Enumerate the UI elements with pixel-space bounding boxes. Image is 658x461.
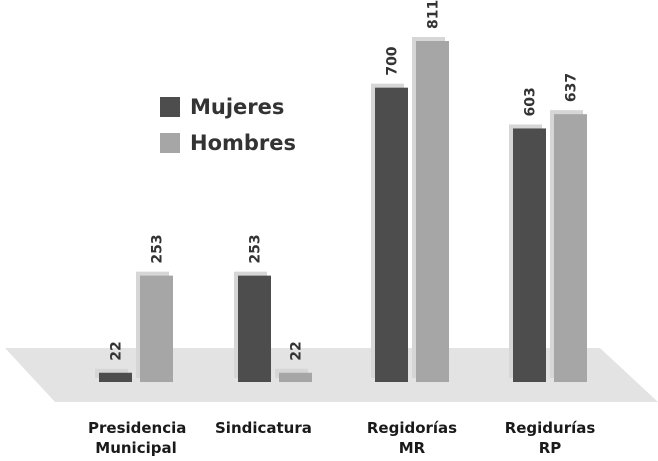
bar — [238, 275, 271, 382]
value-label: 603 — [523, 87, 539, 116]
value-label: 253 — [150, 234, 166, 263]
bar — [140, 275, 173, 382]
value-label: 811 — [426, 0, 442, 29]
bar — [99, 372, 132, 382]
x-tick-label: Presidencia Municipal — [88, 419, 187, 457]
bar — [513, 128, 546, 382]
value-label: 22 — [109, 341, 125, 360]
value-label: 22 — [289, 341, 305, 360]
bar — [554, 114, 587, 382]
x-tick-label: Sindicatura — [215, 419, 312, 437]
legend-label: Mujeres — [190, 95, 284, 119]
value-label: 637 — [564, 73, 580, 102]
bar — [416, 41, 449, 382]
value-label: 700 — [385, 46, 401, 75]
legend-label: Hombres — [190, 131, 296, 155]
x-tick-label: Regidorías MR — [366, 419, 458, 457]
legend-swatch — [160, 133, 180, 153]
value-label: 253 — [248, 234, 264, 263]
bar — [279, 372, 312, 382]
x-tick-label: Regidurías RP — [504, 419, 596, 457]
bar — [375, 87, 408, 383]
legend-swatch — [160, 97, 180, 117]
